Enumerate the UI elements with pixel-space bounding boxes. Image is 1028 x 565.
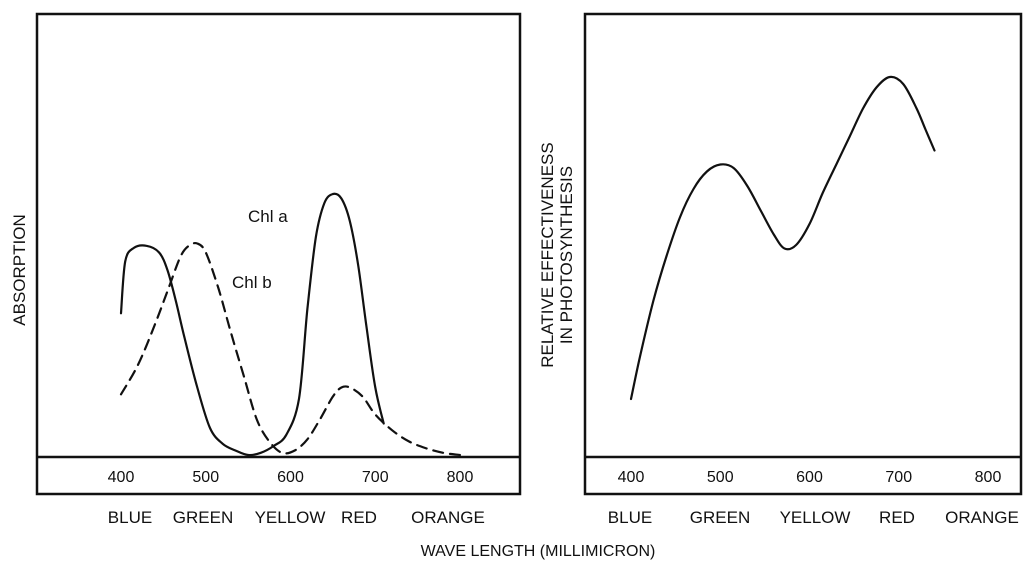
absorption-panel: ABSORPTION 400 500 600 700 800 Chl a Chl b B… [10,12,522,527]
absorption-x-tick-label: 600 [277,469,304,486]
absorption-color-band-green: GREEN [173,508,233,527]
effectiveness-panel: RELATIVE EFFECTIVENESS IN PHOTOSYNTHESIS… [538,12,1023,527]
effectiveness-color-band-yellow: YELLOW [780,508,851,527]
chl-b-label: Chl b [232,273,272,292]
absorption-x-tick-label: 500 [192,469,219,486]
absorption-plot-frame [35,12,522,496]
absorption-y-axis-title: ABSORPTION [10,214,29,325]
effectiveness-y-axis-title-line2: IN PHOTOSYNTHESIS [557,166,576,344]
absorption-color-band-yellow: YELLOW [255,508,326,527]
effectiveness-curve-series-0 [629,75,936,401]
absorption-curve-chl-b [119,241,462,457]
absorption-curve-chl-a [119,192,385,457]
absorption-color-band-orange: ORANGE [411,508,485,527]
effectiveness-x-tick-label: 400 [618,469,645,486]
x-axis-title: WAVE LENGTH (MILLIMICRON) [421,543,656,560]
effectiveness-x-tick-label: 800 [975,469,1002,486]
effectiveness-x-tick-label: 600 [796,469,823,486]
effectiveness-x-tick-label: 700 [885,469,912,486]
absorption-color-band-red: RED [341,508,377,527]
absorption-color-band-blue: BLUE [108,508,152,527]
effectiveness-color-band-red: RED [879,508,915,527]
effectiveness-plot-frame [583,12,1023,496]
effectiveness-color-band-green: GREEN [690,508,750,527]
absorption-x-tick-label: 800 [447,469,474,486]
absorption-x-tick-label: 700 [362,469,389,486]
effectiveness-x-tick-label: 500 [707,469,734,486]
effectiveness-y-axis-title-line1: RELATIVE EFFECTIVENESS [538,142,557,367]
chl-a-label: Chl a [248,207,288,226]
effectiveness-color-band-blue: BLUE [608,508,652,527]
absorption-x-tick-label: 400 [108,469,135,486]
effectiveness-color-band-orange: ORANGE [945,508,1019,527]
